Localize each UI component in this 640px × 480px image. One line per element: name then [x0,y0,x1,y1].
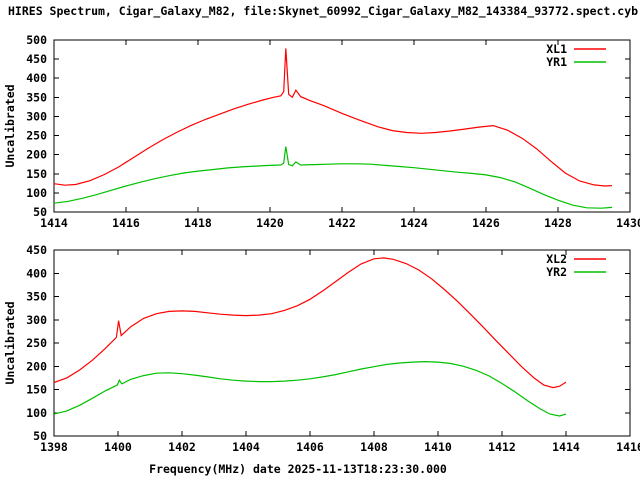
bottom-chart: 1398 1400 1402 1404 1406 1408 1410 1412 1414 1416… [3,243,640,454]
x-tick-label: 1408 [360,440,388,454]
x-tick-label: 1412 [488,440,516,454]
legend-label-xl2: XL2 [546,252,567,266]
y-tick-label: 350 [26,90,47,104]
y-tick-label: 150 [26,383,47,397]
legend-label-yr2: YR2 [546,265,567,279]
x-tick-label: 1406 [296,440,324,454]
x-tick-label: 1426 [472,216,500,230]
legend-label-yr1: YR1 [546,55,567,69]
y-tick-label: 200 [26,359,47,373]
series-line-xl1 [53,48,613,187]
series-line-xl2 [53,257,567,389]
y-tick-label: 250 [26,336,47,350]
y-tick-label: 100 [26,406,47,420]
x-tick-label: 1420 [256,216,284,230]
x-tick-label: 1414 [552,440,580,454]
y-tick-label: 50 [33,429,47,443]
y-tick-label: 200 [26,148,47,162]
x-tick-label: 1428 [544,216,572,230]
legend-label-xl1: XL1 [546,42,567,56]
x-tick-label: 1410 [424,440,452,454]
x-tick-label: 1416 [112,216,140,230]
y-tick-label: 300 [26,313,47,327]
x-tick-label: 1418 [184,216,212,230]
chart-title: HIRES Spectrum, Cigar_Galaxy_M82, file:S… [8,4,639,18]
y-tick-label: 450 [26,243,47,257]
y-tick-label: 400 [26,71,47,85]
series-line-yr2 [53,360,567,417]
plot-border [53,39,631,213]
x-axis-label: Frequency(MHz) date 2025-11-13T18:23:30.… [149,462,447,476]
x-tick-label: 1398 [40,440,68,454]
y-tick-label: 150 [26,167,47,181]
y-tick-label: 50 [33,205,47,219]
y-tick-label: 400 [26,266,47,280]
y-axis-label: Uncalibrated [3,84,17,167]
plot-border [53,249,631,437]
series-line-yr1 [53,146,613,209]
x-tick-label: 1404 [232,440,260,454]
x-tick-label: 1400 [104,440,132,454]
x-tick-label: 1424 [400,216,428,230]
y-tick-label: 350 [26,290,47,304]
x-tick-label: 1430 [616,216,640,230]
y-tick-label: 300 [26,109,47,123]
y-tick-label: 100 [26,186,47,200]
y-tick-label: 450 [26,52,47,66]
x-tick-label: 1416 [616,440,640,454]
x-tick-label: 1402 [168,440,196,454]
y-axis-label: Uncalibrated [3,301,17,384]
y-tick-label: 500 [26,33,47,47]
x-tick-label: 1422 [328,216,356,230]
x-tick-label: 1414 [40,216,68,230]
top-chart: 1414 1416 1418 1420 1422 1424 1426 1428 1430 50 10… [3,33,640,230]
y-tick-label: 250 [26,129,47,143]
